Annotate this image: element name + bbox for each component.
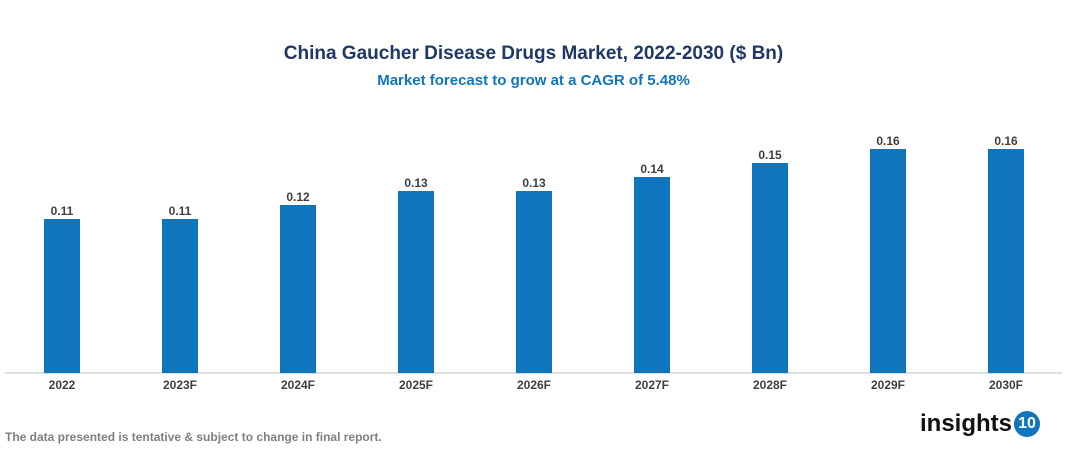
chart-subtitle: Market forecast to grow at a CAGR of 5.4… (377, 72, 690, 89)
x-tick-label-2022: 2022 (49, 378, 76, 392)
x-tick-label-2023F: 2023F (163, 378, 197, 392)
x-tick-label-2025F: 2025F (399, 378, 433, 392)
bar-2030F (988, 149, 1024, 373)
insights10-logo: insights 10 (920, 410, 1041, 438)
data-label-2022: 0.11 (51, 204, 74, 218)
x-tick-label-2029F: 2029F (871, 378, 905, 392)
x-tick-label-2028F: 2028F (753, 378, 787, 392)
x-tick-label-2030F: 2030F (989, 378, 1023, 392)
data-label-2028F: 0.15 (758, 148, 782, 162)
data-label-2030F: 0.16 (994, 134, 1018, 148)
bar-2024F (280, 205, 316, 373)
logo-number: 10 (1014, 411, 1041, 437)
data-label-2026F: 0.13 (522, 176, 546, 190)
bar-2025F (398, 191, 434, 373)
bar-2027F (634, 177, 670, 373)
bar-2023F (162, 219, 198, 373)
data-label-2023F: 0.11 (169, 204, 192, 218)
chart-title: China Gaucher Disease Drugs Market, 2022… (283, 43, 784, 64)
data-label-2025F: 0.13 (404, 176, 428, 190)
bar-2028F (752, 163, 788, 373)
bar-2029F (870, 149, 906, 373)
x-tick-label-2024F: 2024F (281, 378, 315, 392)
bar-2026F (516, 191, 552, 373)
data-label-2027F: 0.14 (640, 162, 664, 176)
x-tick-label-2027F: 2027F (635, 378, 669, 392)
bar-2022 (44, 219, 80, 373)
logo-text: insights (920, 410, 1013, 437)
x-tick-label-2026F: 2026F (517, 378, 551, 392)
disclaimer-note: The data presented is tentative & subjec… (5, 430, 382, 444)
data-label-2029F: 0.16 (876, 134, 900, 148)
data-label-2024F: 0.12 (286, 190, 310, 204)
